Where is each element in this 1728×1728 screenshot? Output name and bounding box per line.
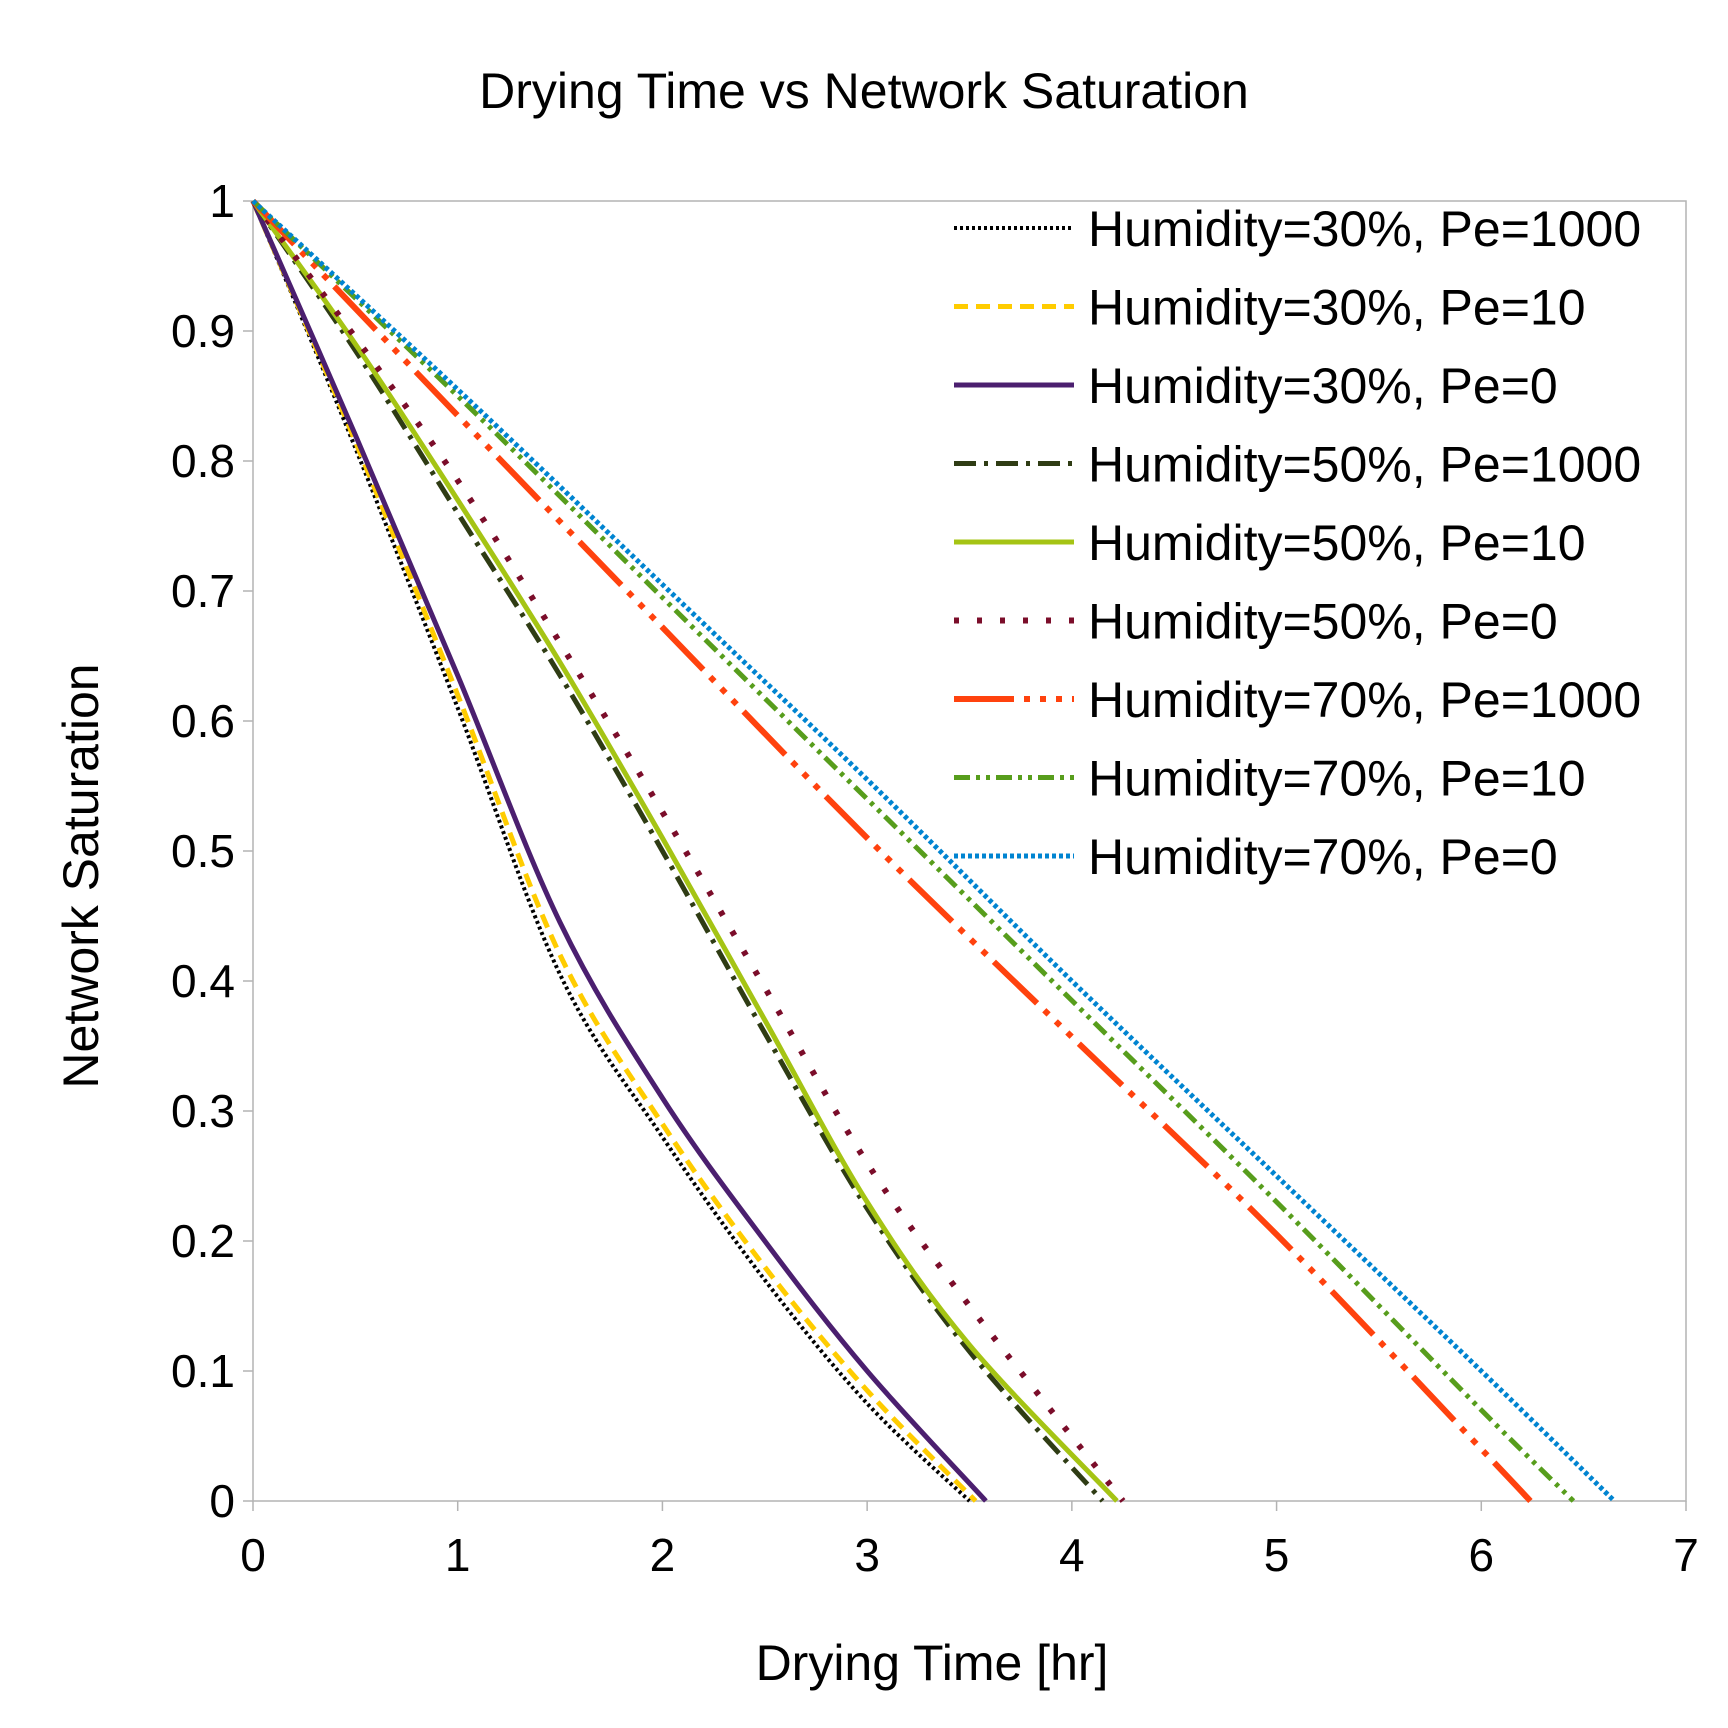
legend-label: Humidity=70%, Pe=1000 — [1088, 672, 1641, 728]
series-line — [250, 200, 978, 1503]
series-line — [251, 199, 1576, 1503]
y-tick-label: 0.4 — [171, 955, 235, 1007]
y-tick-label: 0.1 — [171, 1345, 235, 1397]
y-tick-label: 0.2 — [171, 1215, 235, 1267]
x-tick-label: 0 — [240, 1529, 266, 1581]
legend-label: Humidity=30%, Pe=10 — [1088, 280, 1586, 336]
series-line — [250, 199, 1126, 1503]
x-tick-label: 6 — [1468, 1529, 1494, 1581]
series-line — [250, 198, 1533, 1504]
legend: Humidity=30%, Pe=1000 Humidity=30%, Pe=10… — [954, 201, 1641, 885]
y-tick-label: 1 — [209, 175, 235, 227]
x-tick-label: 1 — [445, 1529, 471, 1581]
y-axis: 0 0.1 0.2 0.3 0.4 0.5 0.6 0.7 0.8 0.9 1 — [171, 175, 253, 1527]
series-line — [251, 199, 1617, 1503]
y-tick-label: 0.5 — [171, 825, 235, 877]
legend-label: Humidity=70%, Pe=10 — [1088, 751, 1586, 807]
plot-area — [252, 200, 1687, 1502]
series-line — [250, 199, 1105, 1503]
legend-label: Humidity=50%, Pe=1000 — [1088, 437, 1641, 493]
legend-label: Humidity=50%, Pe=10 — [1088, 515, 1586, 571]
y-axis-label: Network Saturation — [53, 663, 109, 1088]
series-layer — [250, 198, 1617, 1504]
legend-label: Humidity=50%, Pe=0 — [1088, 594, 1558, 650]
x-axis: 0 1 2 3 4 5 6 7 — [240, 1501, 1699, 1581]
x-tick-label: 2 — [650, 1529, 676, 1581]
chart-title: Drying Time vs Network Saturation — [479, 63, 1249, 119]
x-tick-label: 3 — [854, 1529, 880, 1581]
legend-label: Humidity=70%, Pe=0 — [1088, 829, 1558, 885]
legend-label: Humidity=30%, Pe=0 — [1088, 358, 1558, 414]
y-tick-label: 0 — [209, 1475, 235, 1527]
y-tick-label: 0.9 — [171, 305, 235, 357]
x-tick-label: 4 — [1059, 1529, 1085, 1581]
series-line — [251, 200, 971, 1503]
y-tick-label: 0.3 — [171, 1085, 235, 1137]
series-line — [250, 199, 1119, 1503]
x-tick-label: 5 — [1264, 1529, 1290, 1581]
x-axis-label: Drying Time [hr] — [756, 1635, 1109, 1691]
y-tick-label: 0.8 — [171, 435, 235, 487]
legend-label: Humidity=30%, Pe=1000 — [1088, 201, 1641, 257]
y-tick-label: 0.6 — [171, 695, 235, 747]
y-tick-label: 0.7 — [171, 565, 235, 617]
x-tick-label: 7 — [1673, 1529, 1699, 1581]
series-line — [250, 199, 988, 1503]
